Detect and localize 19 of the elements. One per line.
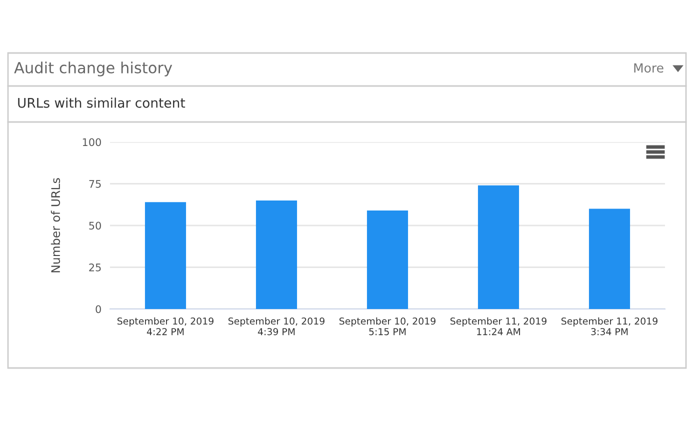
x-tick-label: September 10, 2019 4:39 PM xyxy=(228,317,324,336)
bar xyxy=(478,185,520,309)
bar xyxy=(588,208,630,309)
y-tick-label: 25 xyxy=(89,263,101,272)
bar xyxy=(366,210,408,309)
text: More xyxy=(634,63,664,73)
x-tick-label: September 10, 2019 4:22 PM xyxy=(117,317,214,336)
x-tick-label: September 11, 2019 3:34 PM xyxy=(561,317,658,336)
y-tick-label: 100 xyxy=(82,138,101,146)
chart-subtitle: URLs with similar content xyxy=(18,98,186,108)
y-axis-title: Number of URLs xyxy=(50,178,60,272)
bar xyxy=(256,200,298,309)
y-tick-label: 75 xyxy=(89,180,101,188)
bar xyxy=(144,202,186,309)
x-tick-label: September 10, 2019 5:15 PM xyxy=(339,317,436,336)
chart-title: Audit change history xyxy=(14,62,172,76)
y-tick-label: 0 xyxy=(96,305,101,314)
x-tick-label: September 11, 2019 11:24 AM xyxy=(450,317,546,336)
y-tick-label: 50 xyxy=(89,222,101,230)
